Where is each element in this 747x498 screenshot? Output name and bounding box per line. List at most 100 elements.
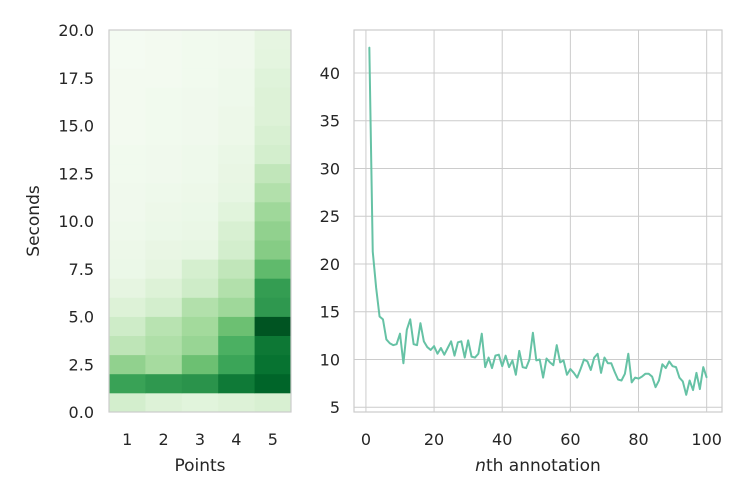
data-point	[654, 386, 657, 388]
data-point	[522, 366, 524, 368]
heatmap-cell	[109, 278, 146, 298]
heatmap-cell	[181, 259, 219, 279]
heatmap-cell	[181, 373, 219, 394]
heatmap-cell	[218, 316, 255, 336]
heatmap-cell	[181, 30, 219, 50]
data-point	[624, 373, 626, 375]
heatmap-y-tick-label: 10.0	[58, 212, 94, 231]
data-point	[637, 377, 640, 380]
heatmap-cell	[145, 240, 183, 260]
heatmap-cell	[218, 144, 255, 165]
heatmap-cell	[109, 144, 146, 165]
data-point	[457, 341, 459, 343]
data-point	[682, 380, 684, 383]
data-point	[706, 377, 708, 379]
line-frame	[353, 29, 723, 413]
data-point	[590, 369, 592, 371]
data-point	[440, 347, 442, 349]
heatmap-cell	[145, 316, 183, 336]
data-point	[648, 373, 650, 375]
data-point	[562, 359, 565, 362]
data-point	[477, 353, 479, 355]
heatmap-cell	[109, 259, 146, 279]
heatmap-cell	[254, 316, 292, 336]
data-point	[689, 379, 691, 382]
data-point	[607, 362, 609, 364]
heatmap-cell	[218, 163, 255, 184]
heatmap-cell	[145, 278, 183, 298]
data-point	[627, 353, 629, 355]
heatmap-cell	[145, 259, 183, 279]
heatmap-cell	[254, 297, 292, 317]
data-point	[641, 376, 643, 378]
heatmap-cell	[218, 87, 255, 107]
line-x-tick-label: 40	[492, 430, 512, 449]
heatmap-cell	[145, 392, 183, 413]
heatmap-cell	[109, 125, 146, 145]
line-y-tick-label: 25	[320, 207, 340, 226]
heatmap-x-tick-label: 3	[195, 430, 205, 449]
heatmap-cell	[109, 221, 146, 241]
heatmap-cell	[181, 182, 219, 203]
data-point	[545, 357, 548, 360]
data-point	[634, 377, 636, 379]
line-y-ticks: 5 10 15 20 25 30 35 40	[320, 64, 340, 417]
data-point	[378, 315, 381, 318]
data-point	[505, 355, 507, 357]
heatmap-cell	[254, 221, 292, 241]
heatmap-cell	[254, 68, 292, 88]
data-point	[614, 371, 616, 373]
heatmap-cell	[218, 201, 255, 222]
heatmap-cell	[145, 297, 183, 317]
data-point	[416, 344, 418, 346]
heatmap-y-tick-label: 7.5	[69, 260, 94, 279]
data-point	[426, 346, 428, 348]
data-point	[559, 361, 561, 363]
heatmap-cell	[254, 392, 292, 413]
data-point	[658, 379, 660, 382]
data-point	[419, 322, 422, 324]
line-x-axis-label: nth annotation	[475, 456, 601, 476]
heatmap-cell	[145, 68, 183, 88]
heatmap-x-ticks: 1 2 3 4 5	[122, 430, 278, 449]
heatmap-x-tick-label: 1	[122, 430, 132, 449]
data-point	[678, 377, 681, 379]
data-point	[467, 339, 469, 341]
heatmap-cell	[254, 125, 292, 145]
data-point	[685, 394, 687, 396]
data-point	[389, 342, 391, 344]
data-point	[569, 368, 571, 370]
data-point	[508, 366, 510, 368]
heatmap-cell	[254, 354, 292, 375]
line-x-tick-label: 60	[560, 430, 580, 449]
heatmap-cell	[109, 68, 146, 88]
heatmap-cell	[218, 392, 255, 413]
heatmap-cell	[109, 392, 146, 413]
heatmap-cell	[254, 335, 292, 356]
data-point	[368, 46, 370, 48]
data-point	[474, 356, 476, 359]
heatmap-cell	[181, 335, 219, 356]
data-point	[566, 374, 568, 376]
data-point	[600, 372, 602, 374]
heatmap-cell	[181, 87, 219, 107]
heatmap-y-tick-label: 15.0	[58, 117, 94, 136]
data-point	[702, 366, 704, 368]
data-point	[413, 343, 415, 345]
data-point	[450, 340, 452, 342]
data-point	[539, 358, 541, 361]
heatmap-cell	[145, 87, 183, 107]
data-point	[665, 367, 667, 369]
data-point	[375, 287, 377, 289]
heatmap-cell	[181, 68, 219, 88]
data-point	[484, 366, 486, 368]
heatmap-cell	[109, 297, 146, 317]
data-point	[447, 347, 449, 349]
line-y-tick-label: 15	[320, 303, 340, 322]
heatmap-cell	[145, 125, 183, 145]
heatmap-cell	[254, 144, 292, 165]
heatmap-cell	[218, 125, 255, 145]
heatmap-y-tick-label: 17.5	[58, 69, 94, 88]
data-point	[671, 365, 674, 367]
heatmap-cell	[218, 30, 255, 50]
